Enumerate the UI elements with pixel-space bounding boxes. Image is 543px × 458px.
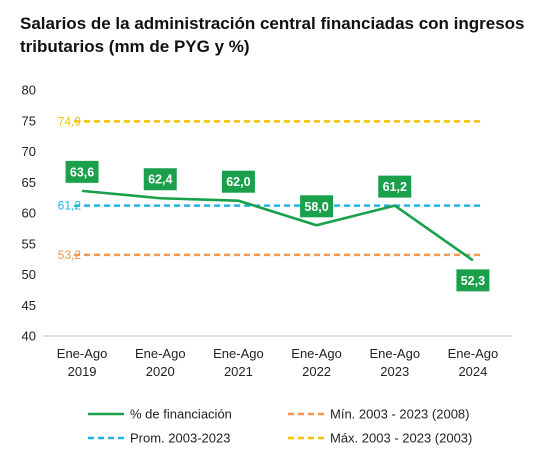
- data-label: 61,2: [383, 180, 407, 194]
- x-tick-label: Ene-Ago 2020: [135, 346, 186, 379]
- data-label-box: [456, 269, 490, 292]
- main-series: 63,6 62,4 62,0 58,0 61,2 52,3: [65, 160, 490, 292]
- reference-line-label: 61,2: [58, 199, 82, 213]
- y-tick-label: 70: [22, 144, 36, 159]
- y-tick-label: 45: [22, 298, 36, 313]
- x-tick-label: Ene-Ago 2023: [369, 346, 420, 379]
- data-label-box: [65, 160, 99, 183]
- data-label: 63,6: [70, 165, 94, 179]
- y-tick-label: 40: [22, 329, 36, 344]
- legend: % de financiación Mín. 2003 - 2023 (2008)…: [88, 407, 472, 446]
- y-tick-label: 80: [22, 83, 36, 98]
- chart-title: Salarios de la administración central fi…: [20, 14, 525, 56]
- legend-label: Prom. 2003-2023: [130, 431, 230, 446]
- data-label: 62,0: [226, 175, 250, 189]
- y-tick-label: 55: [22, 236, 36, 251]
- y-tick-label: 65: [22, 175, 36, 190]
- data-label: 58,0: [304, 200, 328, 214]
- y-axis: 40 45 50 55 60 65 70 75 80: [22, 83, 36, 344]
- series-line: [81, 189, 474, 262]
- y-tick-label: 75: [22, 113, 36, 128]
- data-label-box: [378, 175, 412, 198]
- data-label: 62,4: [148, 173, 172, 187]
- x-tick-label: Ene-Ago 2022: [291, 346, 342, 379]
- reference-lines: 61,2 53,2 74,9: [58, 114, 481, 262]
- y-tick-label: 50: [22, 267, 36, 282]
- reference-line-label: 74,9: [58, 114, 82, 128]
- legend-label: Mín. 2003 - 2023 (2008): [330, 407, 469, 422]
- x-axis: Ene-Ago 2019 Ene-Ago 2020 Ene-Ago 2021 Ene-Ago…: [57, 346, 498, 379]
- x-tick-label: Ene-Ago 2019: [57, 346, 108, 379]
- data-label-box: [300, 195, 334, 218]
- reference-line-label: 53,2: [58, 248, 82, 262]
- data-label: 52,3: [461, 274, 485, 288]
- legend-label: Máx. 2003 - 2023 (2003): [330, 431, 472, 446]
- x-tick-label: Ene-Ago 2021: [213, 346, 264, 379]
- data-label-box: [143, 168, 177, 191]
- legend-label: % de financiación: [130, 407, 232, 422]
- x-tick-label: Ene-Ago 2024: [448, 346, 499, 379]
- data-label-box: [221, 170, 255, 193]
- y-tick-label: 60: [22, 206, 36, 221]
